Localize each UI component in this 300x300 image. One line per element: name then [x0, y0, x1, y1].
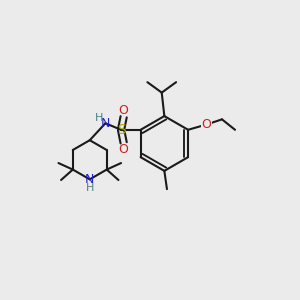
Text: N: N: [101, 117, 110, 130]
Text: S: S: [117, 123, 125, 137]
Text: O: O: [119, 143, 129, 156]
Text: H: H: [85, 184, 94, 194]
Text: O: O: [201, 118, 211, 131]
Text: O: O: [119, 104, 129, 117]
Text: H: H: [95, 113, 103, 123]
Text: N: N: [85, 173, 94, 186]
